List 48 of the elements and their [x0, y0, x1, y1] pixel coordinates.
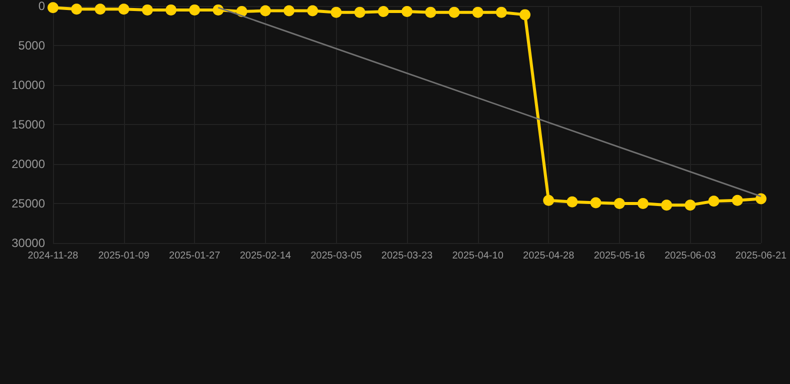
point [166, 4, 176, 16]
x-tick-label: 2025-01-27 [169, 250, 221, 262]
y-tick-label: 0 [38, 0, 46, 13]
point [448, 6, 460, 18]
x-tick-label: 2025-03-05 [310, 250, 362, 262]
point [708, 196, 720, 207]
point [496, 6, 507, 18]
point [260, 5, 271, 16]
point [402, 6, 412, 18]
point [684, 200, 696, 211]
point [212, 4, 224, 16]
point [48, 2, 58, 14]
x-tick-label: 2025-06-21 [735, 250, 788, 262]
point [732, 194, 743, 206]
x-tick-label: 2025-05-16 [594, 250, 646, 262]
point [330, 6, 342, 18]
point [284, 5, 294, 16]
point [71, 4, 82, 15]
x-tick-label: 2025-06-03 [664, 250, 716, 262]
x-tick-label: 2024-11-28 [28, 250, 79, 262]
y-tick-label: 25000 [12, 196, 46, 210]
x-tick-label: 2025-02-14 [240, 250, 292, 262]
y-tick-label: 15000 [12, 118, 46, 132]
y-tick-label: 10000 [12, 78, 46, 92]
y-tick-label: 30000 [12, 236, 46, 250]
point [590, 197, 602, 208]
point [543, 194, 554, 206]
x-tick-label: 2025-04-10 [452, 250, 504, 262]
point [661, 200, 672, 211]
x-tick-label: 2025-04-28 [523, 250, 575, 262]
point [142, 4, 153, 16]
point [425, 6, 436, 18]
x-tick-label: 2025-01-09 [98, 250, 150, 262]
x-tick-label: 2025-03-23 [381, 250, 434, 262]
point [94, 4, 106, 15]
y-tick-label: 5000 [18, 38, 46, 52]
point [756, 193, 766, 204]
point [354, 6, 366, 18]
point [566, 196, 578, 208]
point [118, 4, 130, 15]
point [307, 5, 318, 16]
y-tick-label: 20000 [12, 157, 46, 171]
point [472, 6, 484, 18]
point [520, 9, 530, 20]
point [638, 198, 648, 209]
point [614, 198, 625, 209]
point [378, 6, 389, 18]
point [189, 4, 200, 16]
